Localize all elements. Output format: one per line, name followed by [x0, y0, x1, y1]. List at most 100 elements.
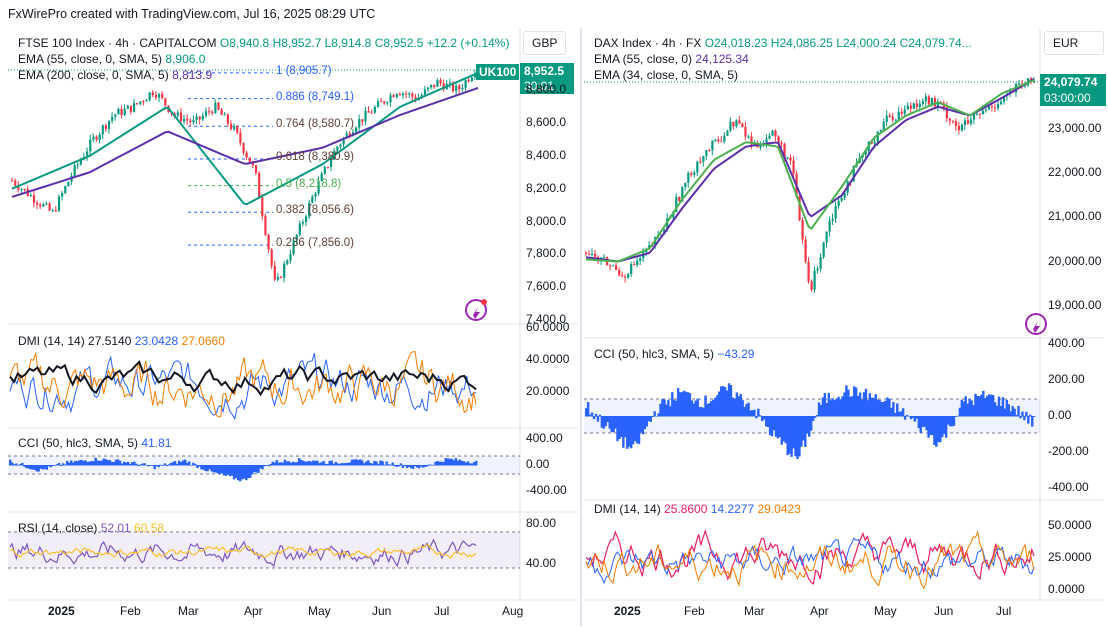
ftse-currency-button[interactable]: GBP [523, 31, 567, 55]
ftse-time-tick: Jul [434, 604, 450, 618]
dax-cci-bar [884, 400, 887, 417]
ftse-cci-legend[interactable]: CCI (50, hlc3, SMA, 5) 41.81 [18, 436, 171, 450]
dax-cci-bar [817, 402, 821, 417]
ftse-candle [317, 180, 320, 194]
dax-cci-bar [986, 395, 989, 417]
dax-cci-bar [712, 399, 715, 417]
ftse-candle [45, 203, 48, 205]
dax-cci-bar [716, 395, 719, 417]
ftse-cci-bar [247, 465, 250, 479]
ftse-ema55-legend[interactable]: EMA (55, close, 0, SMA, 5) 8,906.0 [18, 52, 205, 66]
ftse-candle [164, 98, 167, 106]
ftse-rsi-ma-line [9, 544, 477, 559]
ftse-cci-bar [214, 465, 217, 473]
dax-cci-bar [917, 416, 920, 429]
ftse-chart-svg[interactable] [8, 28, 578, 626]
ftse-cci-bar [377, 463, 380, 466]
ftse-time-tick: Aug [502, 604, 524, 618]
dax-candle [594, 253, 597, 257]
ftse-dmi-legend[interactable]: DMI (14, 14) 27.5140 23.0428 27.0660 [18, 334, 225, 348]
dax-ema34-legend[interactable]: EMA (34, close, 0, SMA, 5) [594, 68, 738, 82]
dax-chart-panel[interactable]: DAX Index · 4h · FX O24,018.23 H24,086.2… [584, 28, 1106, 626]
ftse-candle [361, 119, 364, 122]
ftse-cci-bar [63, 464, 67, 466]
dax-cci-bar [753, 409, 756, 417]
ftse-time-tick: Feb [120, 604, 141, 618]
ftse-chart-panel[interactable]: FTSE 100 Index · 4h · CAPITALCOM O8,940.… [8, 28, 578, 626]
ftse-change: +12.2 (+0.14%) [426, 36, 510, 50]
ftse-cci-bar [273, 462, 276, 466]
ftse-cci-bar [287, 461, 291, 466]
dax-candle [810, 281, 813, 290]
dax-dmi-legend[interactable]: DMI (14, 14) 25.8600 14.2277 29.0423 [594, 502, 801, 516]
dax-cci-bar [907, 416, 911, 417]
ftse-cci-bar [397, 465, 401, 467]
dax-cci-bar [741, 400, 744, 417]
ftse-cci-bar [204, 465, 207, 472]
dax-chart-svg[interactable] [584, 28, 1104, 626]
dax-timer-badge: 03:00:00 [1040, 90, 1106, 106]
tradingview-logo-icon[interactable] [465, 299, 487, 321]
dax-title[interactable]: DAX Index · 4h · FX [594, 36, 702, 50]
dax-price-tick: 20,000.00 [1048, 253, 1102, 268]
dax-time-tick: 2025 [614, 604, 641, 618]
ftse-candle [311, 196, 314, 203]
ftse-rsi-tick: 40.00 [526, 556, 557, 570]
ftse-rsi-legend[interactable]: RSI (14, close) 52.01 60.58 [18, 521, 164, 535]
dax-candle [681, 186, 684, 201]
ftse-cci-bar [29, 465, 32, 470]
panel-divider[interactable] [580, 28, 582, 626]
ftse-candle [289, 254, 292, 261]
dax-cci-bar [931, 416, 934, 436]
ftse-cci-bar [249, 465, 252, 478]
ftse-cci-bar [149, 465, 152, 466]
ftse-cci-bar [55, 464, 59, 466]
dax-ema55-line [585, 78, 1035, 263]
ftse-candle [258, 172, 261, 198]
ftse-cci-bar [232, 465, 236, 480]
dax-ema55-legend[interactable]: EMA (55, close, 0) 24,125.34 [594, 52, 749, 66]
dax-ema34-line [585, 79, 1035, 263]
dax-cci-bar [645, 416, 649, 427]
dax-cci-bar [1027, 416, 1030, 424]
dax-candle [804, 239, 807, 262]
dax-cci-tick: 0.00 [1048, 408, 1072, 422]
dax-cci-bar [837, 396, 840, 417]
dax-candle [738, 120, 741, 124]
ftse-candle [398, 93, 402, 96]
dax-cci-bar [866, 400, 870, 417]
ftse-cci-bar [381, 461, 384, 466]
ftse-title[interactable]: FTSE 100 Index · 4h · CAPITALCOM [18, 36, 217, 50]
dax-cci-bar [823, 392, 827, 417]
dax-candle [933, 97, 936, 107]
dax-cci-bar [958, 407, 962, 417]
ftse-time-tick: Jun [372, 604, 392, 618]
dax-dmi-plus-line [585, 537, 1035, 585]
dax-time-tick: Feb [684, 604, 705, 618]
dax-cci-bar [792, 416, 795, 449]
ftse-cci-bar [330, 460, 333, 466]
ftse-cci-bar [165, 465, 169, 467]
dax-cci-bar [610, 416, 613, 433]
dax-candle [759, 145, 762, 148]
ftse-candle [111, 116, 114, 121]
dax-candle [909, 105, 912, 109]
ftse-cci-bar [405, 465, 409, 469]
ema200-value: 8,813.9 [172, 68, 213, 82]
ftse-candle [142, 101, 145, 103]
dax-candle [882, 121, 885, 130]
dax-cci-bar [643, 416, 647, 430]
ftse-candle [326, 166, 330, 168]
dax-cci-bar [878, 400, 881, 417]
dax-currency-button[interactable]: EUR [1044, 31, 1104, 55]
dax-cci-bar [1001, 397, 1005, 417]
dax-cci-legend[interactable]: CCI (50, hlc3, SMA, 5) −43.29 [594, 347, 754, 361]
ftse-cci-bar [94, 457, 97, 466]
dax-candle [768, 135, 771, 139]
ftse-candle [23, 188, 26, 190]
tradingview-logo-icon[interactable] [1025, 313, 1047, 335]
ftse-candle [36, 202, 39, 205]
ftse-ema200-legend[interactable]: EMA (200, close, 0, SMA, 5) 8,813.9 [18, 68, 212, 82]
ftse-cci-bar [326, 464, 329, 466]
dax-dmi-v3: 29.0423 [757, 502, 801, 516]
